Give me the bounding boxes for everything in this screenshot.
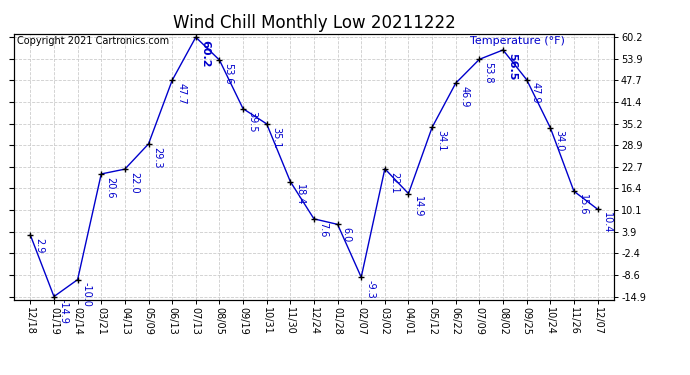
Text: 56.5: 56.5 xyxy=(507,53,518,80)
Text: 39.5: 39.5 xyxy=(247,111,257,133)
Text: -10.0: -10.0 xyxy=(82,282,92,307)
Text: 14.9: 14.9 xyxy=(413,196,423,218)
Text: 60.2: 60.2 xyxy=(200,40,210,68)
Text: 53.8: 53.8 xyxy=(484,62,493,84)
Text: -9.3: -9.3 xyxy=(366,280,375,299)
Text: 34.0: 34.0 xyxy=(555,130,564,152)
Text: 10.4: 10.4 xyxy=(602,212,612,233)
Title: Wind Chill Monthly Low 20211222: Wind Chill Monthly Low 20211222 xyxy=(172,14,455,32)
Text: 18.4: 18.4 xyxy=(295,184,304,206)
Text: 6.0: 6.0 xyxy=(342,227,352,242)
Text: 2.9: 2.9 xyxy=(34,238,45,253)
Text: 35.1: 35.1 xyxy=(271,127,281,148)
Text: Copyright 2021 Cartronics.com: Copyright 2021 Cartronics.com xyxy=(17,36,169,46)
Text: 47.9: 47.9 xyxy=(531,82,541,104)
Text: 22.0: 22.0 xyxy=(129,172,139,194)
Text: 53.6: 53.6 xyxy=(224,63,234,84)
Text: 20.6: 20.6 xyxy=(106,177,115,198)
Text: 34.1: 34.1 xyxy=(436,130,446,152)
Text: 29.3: 29.3 xyxy=(152,147,163,168)
Text: 46.9: 46.9 xyxy=(460,86,470,107)
Text: 22.1: 22.1 xyxy=(389,171,399,193)
Text: 15.6: 15.6 xyxy=(578,194,588,216)
Text: 47.7: 47.7 xyxy=(177,83,186,105)
Text: Temperature (°F): Temperature (°F) xyxy=(470,36,565,46)
Text: 7.6: 7.6 xyxy=(318,222,328,237)
Text: -14.9: -14.9 xyxy=(58,299,68,324)
